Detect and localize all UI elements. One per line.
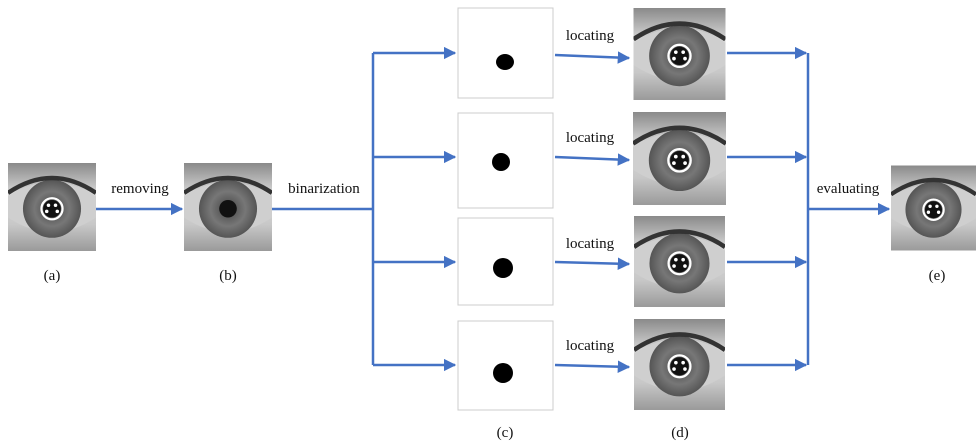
diagram: removing binarization locating locating … bbox=[0, 0, 979, 441]
operation-label: removing bbox=[111, 181, 169, 197]
stage-label: (b) bbox=[219, 268, 237, 284]
stage-label: (c) bbox=[497, 425, 514, 441]
blob bbox=[493, 258, 513, 278]
stage-label: (a) bbox=[44, 268, 61, 284]
operation-label: locating bbox=[566, 28, 615, 44]
eye-image-d bbox=[634, 8, 726, 100]
operation-label: locating bbox=[566, 130, 615, 146]
eye-image-b bbox=[184, 163, 272, 251]
blob bbox=[492, 153, 510, 171]
eye-image-d bbox=[634, 216, 725, 307]
operation-label: binarization bbox=[288, 181, 360, 197]
eye-image-d bbox=[633, 112, 726, 205]
arrow bbox=[555, 262, 629, 264]
arrow bbox=[555, 55, 629, 58]
blob bbox=[496, 54, 514, 70]
eye-image-d bbox=[634, 319, 725, 410]
eye-image-a bbox=[8, 163, 96, 251]
stage-label: (d) bbox=[671, 425, 689, 441]
page: {"operations": ["removing", "binarizatio… bbox=[0, 0, 979, 441]
eye-image-e bbox=[891, 166, 976, 251]
blob bbox=[493, 363, 513, 383]
arrow bbox=[555, 157, 629, 160]
binary-image bbox=[458, 8, 553, 98]
operation-label: locating bbox=[566, 236, 615, 252]
connector bbox=[272, 53, 373, 365]
arrow bbox=[555, 365, 629, 367]
operation-label: evaluating bbox=[817, 181, 880, 197]
operation-label: locating bbox=[566, 338, 615, 354]
stage-label: (e) bbox=[929, 268, 946, 284]
